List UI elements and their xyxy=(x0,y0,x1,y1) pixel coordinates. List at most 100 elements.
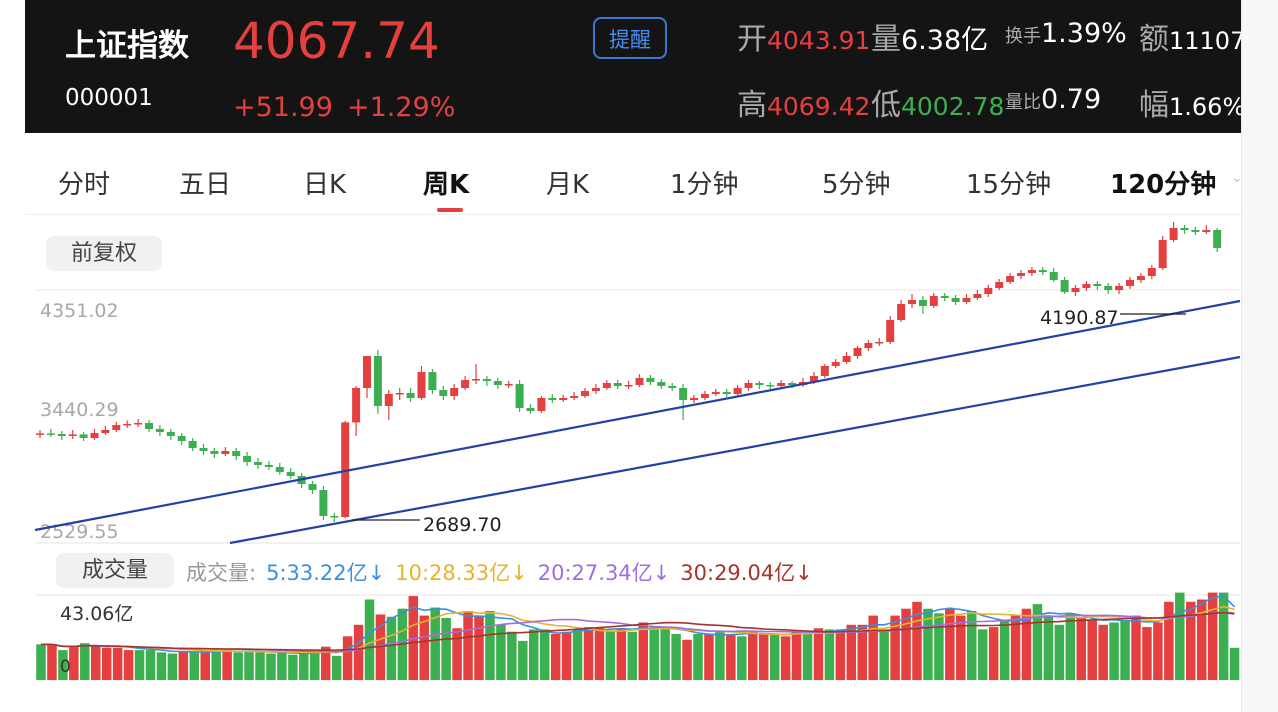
open-label: 开 xyxy=(737,22,767,57)
volume-bar xyxy=(890,615,900,680)
candle-body xyxy=(842,356,851,362)
candle-body xyxy=(864,343,873,348)
volume-bar xyxy=(824,629,835,680)
volume-indicator-button[interactable]: 成交量 xyxy=(56,553,174,588)
volume-bar xyxy=(594,627,605,680)
candle-body xyxy=(1213,230,1222,248)
candle-body xyxy=(330,516,339,518)
tab-120-minute[interactable]: 120分钟 xyxy=(1110,170,1217,200)
period-tabs: 分时 五日 日K 周K 月K 1分钟 5分钟 15分钟 120分钟 ⌄ xyxy=(25,146,1243,215)
volume-bar xyxy=(1164,601,1174,680)
chevron-down-icon[interactable]: ⌄ xyxy=(1231,170,1243,186)
volume-bar xyxy=(780,636,791,680)
candle-body xyxy=(232,451,241,456)
candle-body xyxy=(624,385,633,387)
volume-bar xyxy=(967,611,977,680)
candle-body xyxy=(46,433,55,435)
remind-button[interactable]: 提醒 xyxy=(593,17,667,59)
volume-bar xyxy=(671,634,681,680)
candle-body xyxy=(918,300,927,306)
candle-body xyxy=(504,384,513,386)
volume-bar xyxy=(1120,620,1130,680)
low-annotation: 2689.70 xyxy=(423,514,502,536)
tab-five-day[interactable]: 五日 xyxy=(179,170,232,200)
candle-body xyxy=(613,383,622,386)
candle-body xyxy=(951,298,960,302)
tab-intraday[interactable]: 分时 xyxy=(58,170,111,200)
volume-bar xyxy=(47,644,57,680)
candle-body xyxy=(940,296,949,298)
candle-body xyxy=(973,294,982,298)
candle-body xyxy=(820,366,829,376)
candle-body xyxy=(646,378,655,382)
volume-ratio-label: 量比 xyxy=(1005,92,1041,113)
candle-body xyxy=(439,390,448,396)
candle-body xyxy=(668,386,677,388)
volume-bar xyxy=(310,652,320,680)
volume-bar xyxy=(189,652,200,680)
candles xyxy=(36,222,1222,522)
volume-bar xyxy=(452,628,462,680)
candle-body xyxy=(166,432,175,436)
candle-body xyxy=(591,388,600,391)
volume-bar xyxy=(1010,615,1021,680)
tab-5-minute[interactable]: 5分钟 xyxy=(822,170,891,200)
tab-15-minute[interactable]: 15分钟 xyxy=(966,170,1052,200)
candle-body xyxy=(700,394,709,398)
candle-body xyxy=(995,282,1004,288)
ma5-legend: 5:33.22亿↓ xyxy=(266,561,386,585)
side-scrollbar[interactable] xyxy=(1241,0,1278,712)
tab-monthly-k[interactable]: 月K xyxy=(546,170,590,200)
volume-ratio-value: 0.79 xyxy=(1041,84,1102,115)
low-value: 4002.78 xyxy=(901,92,1005,121)
price-adjust-button[interactable]: 前复权 xyxy=(46,236,162,271)
amount-stat: 额11107 xyxy=(1139,14,1241,58)
high-value: 4069.42 xyxy=(767,92,871,121)
volume-bar xyxy=(299,653,309,680)
volume-bar xyxy=(485,611,495,680)
volume-bar xyxy=(1109,622,1119,680)
candle-body xyxy=(406,393,415,398)
candle-body xyxy=(679,388,688,400)
candle-body xyxy=(308,484,317,490)
candle-body xyxy=(602,383,611,388)
candle-body xyxy=(581,391,589,396)
candle-body xyxy=(450,388,459,396)
volume-bar xyxy=(1142,627,1152,680)
amplitude-label: 幅 xyxy=(1139,88,1169,123)
tab-daily-k[interactable]: 日K xyxy=(303,170,347,200)
tab-1-minute[interactable]: 1分钟 xyxy=(670,170,739,200)
lower-trend-line xyxy=(229,355,1241,545)
ma30-legend: 30:29.04亿↓ xyxy=(680,561,813,585)
volume-bar xyxy=(244,651,254,680)
volume-bar xyxy=(704,634,714,680)
volume-bar xyxy=(1218,592,1229,680)
candle-body xyxy=(853,348,862,356)
volume-bar xyxy=(572,629,583,680)
candle-body xyxy=(548,398,557,400)
volume-bar xyxy=(342,636,353,680)
volume-bar xyxy=(518,640,528,680)
candle-body xyxy=(221,451,230,454)
candle-body xyxy=(1082,284,1091,288)
candle-body xyxy=(777,383,786,386)
candle-body xyxy=(570,396,579,398)
volume-bar xyxy=(769,634,780,680)
volume-bar xyxy=(550,634,561,680)
candle-body xyxy=(515,384,524,408)
volume-bar xyxy=(463,611,473,680)
candle-body xyxy=(733,388,742,394)
volume-bar xyxy=(277,652,287,680)
candle-body xyxy=(1104,286,1113,290)
volume-bar xyxy=(846,624,857,680)
volume-bar xyxy=(715,631,725,680)
candle-body xyxy=(68,434,77,436)
volume-bar xyxy=(1131,615,1141,680)
volume-bar xyxy=(156,652,167,680)
volume-bar xyxy=(36,644,46,680)
candle-body xyxy=(319,490,328,516)
candle-body xyxy=(177,436,186,441)
candle-body xyxy=(766,385,775,387)
amplitude-value: 1.66% xyxy=(1169,93,1241,121)
tab-weekly-k[interactable]: 周K xyxy=(423,170,470,200)
